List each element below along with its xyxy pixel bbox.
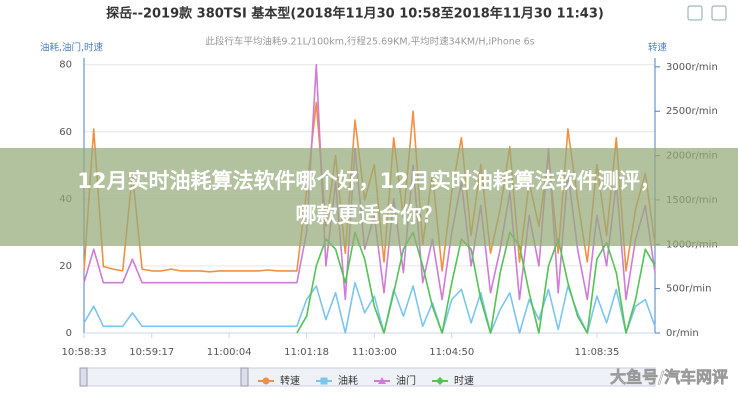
- x-tick-label: 11:04:50: [429, 347, 474, 358]
- legend-marker: [436, 377, 444, 385]
- navigator-handle[interactable]: [79, 367, 88, 387]
- x-tick-label: 11:03:00: [352, 347, 397, 358]
- overlay-headline: 哪款更适合你？: [296, 203, 443, 227]
- legend-marker: [320, 377, 328, 385]
- icon[interactable]: [687, 5, 703, 21]
- chart-subtitle: 此段行车平均油耗9.21L/100km,行程25.69KM,平均时速34KM/H…: [205, 36, 534, 48]
- y2-tick-label: 3000r/min: [666, 62, 718, 73]
- navigator[interactable]: [83, 367, 656, 387]
- series-line: [83, 281, 656, 334]
- x-tick-label: 10:58:33: [62, 347, 107, 358]
- x-tick-label: 10:59:17: [129, 347, 174, 358]
- overlay-headline: 12月实时油耗算法软件哪个好，12月实时油耗算法软件测评，: [77, 169, 660, 193]
- chart-title: 探岳--2019款 380TSI 基本型(2018年11月30 10:58至20…: [106, 6, 604, 22]
- watermark: 大鱼号/汽车网评: [610, 368, 728, 387]
- y2-tick-label: 0r/min: [666, 328, 699, 339]
- y-tick-label: 80: [59, 60, 72, 71]
- y2-tick-label: 500r/min: [666, 284, 711, 295]
- legend-label: 油门: [396, 374, 416, 387]
- x-tick-label: 11:01:18: [284, 347, 329, 358]
- y-axis-title: 油耗,油门,时速: [40, 42, 104, 54]
- legend[interactable]: 转速 油耗 油门 时速: [258, 374, 474, 387]
- x-tick-label: 11:08:35: [574, 347, 619, 358]
- y-tick-label: 0: [66, 328, 72, 339]
- legend-label: 时速: [454, 375, 474, 387]
- icon[interactable]: [711, 5, 727, 21]
- y2-axis-title: 转速: [648, 42, 668, 54]
- x-tick-label: 11:00:04: [207, 347, 252, 358]
- legend-marker: [262, 377, 270, 385]
- y2-tick-label: 2500r/min: [666, 106, 718, 117]
- legend-label: 油耗: [338, 374, 358, 387]
- y-tick-label: 60: [59, 127, 72, 138]
- plot-area: 0204060800r/min500r/min1000r/min1500r/mi…: [59, 58, 718, 358]
- export-icons[interactable]: [687, 5, 727, 21]
- legend-label: 转速: [280, 374, 300, 387]
- overlay-band: [0, 148, 738, 246]
- legend-marker: [378, 377, 386, 384]
- y-tick-label: 20: [59, 261, 72, 272]
- navigator-handle[interactable]: [240, 367, 249, 387]
